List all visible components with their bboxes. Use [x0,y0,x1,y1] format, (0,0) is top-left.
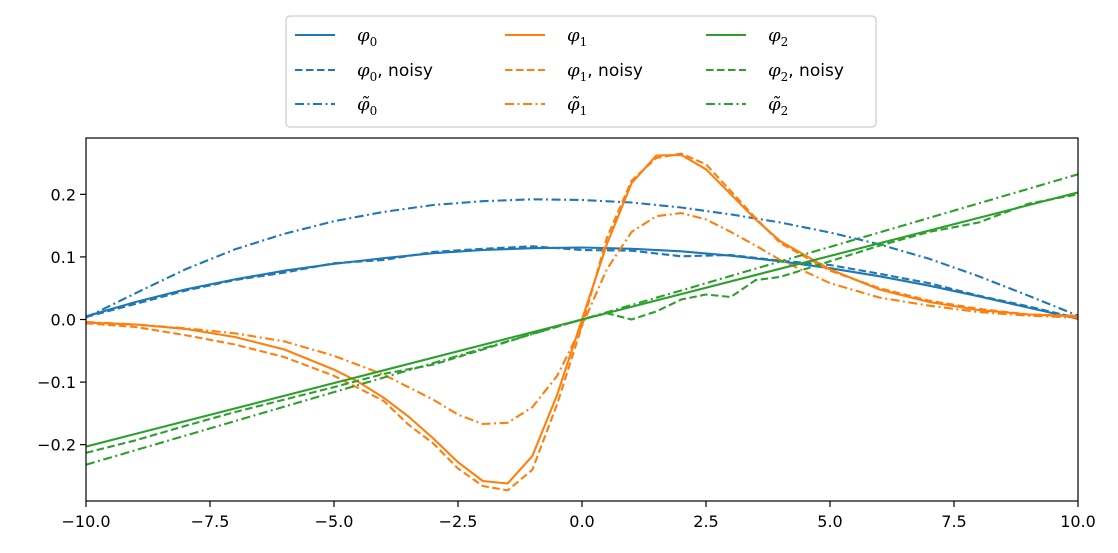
legend-label: φ̃0 [357,94,377,118]
x-tick-label: 7.5 [941,512,966,531]
x-tick-label: 10.0 [1060,512,1096,531]
series-line-2 [86,198,1078,319]
legend: φ0 φ0, noisy φ̃0 φ1 φ1, noisy φ̃1 φ2 φ2, noisy φ… [285,15,877,128]
series-line-5 [86,212,1078,426]
y-tick-label: −0.1 [37,373,76,392]
x-tick-label: −7.5 [191,512,230,531]
legend-label: φ1 [567,25,587,49]
legend-label: φ2, noisy [768,60,844,84]
y-tick-label: 0.2 [51,185,76,204]
x-tick-label: −5.0 [315,512,354,531]
legend-label: φ2 [768,25,788,49]
legend-label: φ̃1 [567,94,587,118]
series-line-7 [86,193,1078,454]
y-tick-label: 0.1 [51,248,76,267]
series-line-8 [86,173,1078,466]
legend-label: φ1, noisy [567,60,643,84]
y-tick-label: −0.2 [37,436,76,455]
x-tick-label: −2.5 [439,512,478,531]
series-line-1 [86,245,1078,320]
y-tick-label: 0.0 [51,311,76,330]
series-layer [86,152,1078,492]
axis-layer: −10.0 −7.5 −5.0 −2.5 0.0 2.5 5.0 7.5 10.0 −0.2 −0.… [37,185,1096,531]
x-tick-label: 2.5 [693,512,718,531]
legend-label: φ0, noisy [357,60,433,84]
series-line-3 [86,153,1078,485]
x-tick-label: 0.0 [569,512,594,531]
series-line-0 [86,246,1078,320]
legend-label: φ̃2 [768,94,788,118]
legend-box [285,15,877,128]
x-tick-label: 5.0 [817,512,842,531]
x-tick-label: −10.0 [61,512,110,531]
legend-label: φ0 [357,25,377,49]
series-line-4 [86,152,1078,492]
